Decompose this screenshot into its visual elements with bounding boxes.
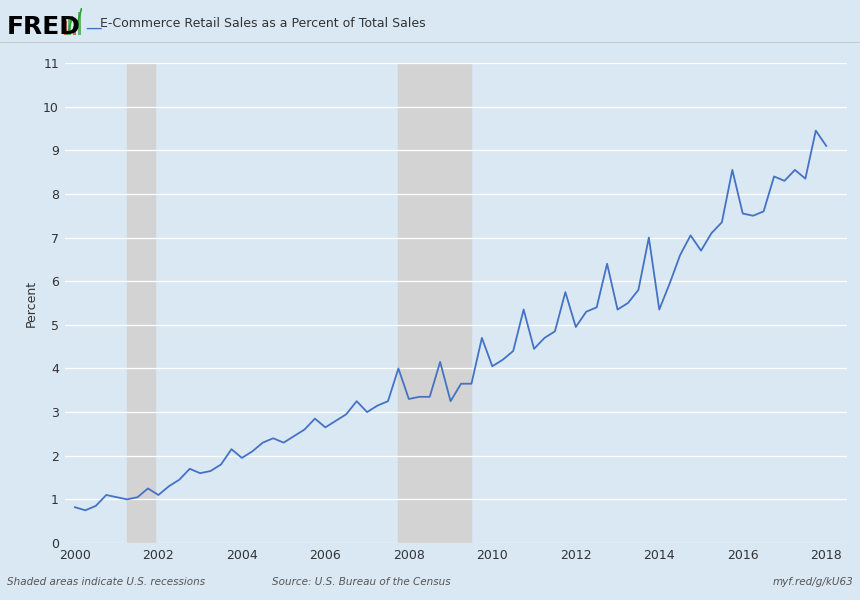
Text: Source: U.S. Bureau of the Census: Source: U.S. Bureau of the Census bbox=[272, 577, 451, 587]
Text: myf.red/g/kU63: myf.red/g/kU63 bbox=[772, 577, 853, 587]
Text: Shaded areas indicate U.S. recessions: Shaded areas indicate U.S. recessions bbox=[7, 577, 205, 587]
Bar bbox=[73, 26, 76, 35]
Text: E-Commerce Retail Sales as a Percent of Total Sales: E-Commerce Retail Sales as a Percent of … bbox=[100, 17, 426, 30]
Text: FRED: FRED bbox=[7, 15, 81, 39]
Bar bbox=[69, 17, 71, 35]
Bar bbox=[64, 21, 66, 35]
Y-axis label: Percent: Percent bbox=[25, 280, 38, 326]
Text: —: — bbox=[85, 19, 101, 37]
Bar bbox=[127, 63, 155, 543]
Bar bbox=[78, 12, 81, 35]
Bar bbox=[398, 63, 471, 543]
